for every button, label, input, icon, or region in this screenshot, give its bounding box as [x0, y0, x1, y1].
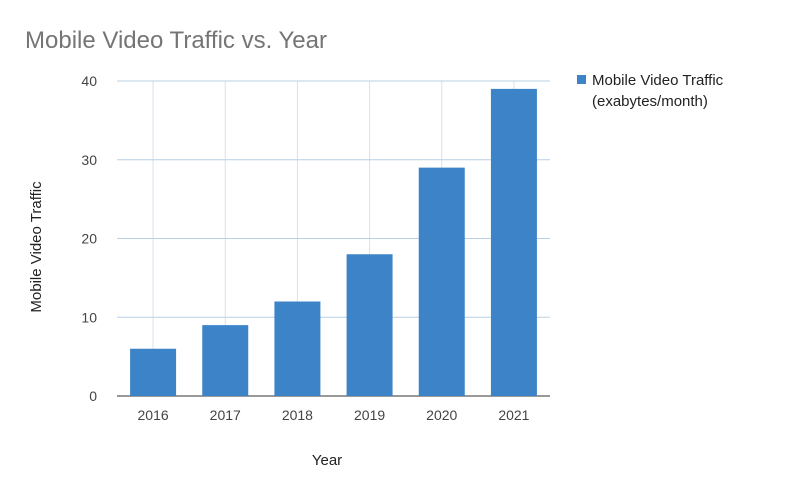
y-tick-label: 40: [81, 73, 97, 89]
y-tick-label: 20: [81, 231, 97, 247]
legend-swatch: [577, 75, 586, 84]
legend-label-line-2: (exabytes/month): [592, 93, 708, 110]
bar-2016: [130, 348, 177, 396]
gridlines: [117, 80, 550, 397]
bar-2017: [202, 325, 249, 396]
y-axis-ticks: 0 10 20 30 40: [81, 73, 97, 404]
x-axis-ticks: 2016 2017 2018 2019 2020 2021: [138, 407, 530, 423]
bar-2020: [418, 167, 465, 396]
x-tick-label: 2021: [498, 407, 529, 423]
y-tick-label: 10: [81, 309, 97, 325]
bar-2021: [490, 88, 537, 396]
bar-2018: [274, 301, 321, 396]
x-tick-label: 2017: [210, 407, 241, 423]
x-tick-label: 2016: [138, 407, 169, 423]
x-tick-label: 2018: [282, 407, 313, 423]
y-tick-label: 30: [81, 152, 97, 168]
x-tick-label: 2019: [354, 407, 385, 423]
bar-2019: [346, 254, 393, 396]
legend: Mobile Video Traffic (exabytes/month): [577, 72, 724, 110]
x-tick-label: 2020: [426, 407, 457, 423]
y-tick-label: 0: [89, 388, 97, 404]
legend-label-line-1: Mobile Video Traffic: [592, 72, 724, 89]
chart-title: Mobile Video Traffic vs. Year: [25, 27, 327, 54]
bars: [130, 88, 537, 396]
y-axis-label: Mobile Video Traffic: [28, 181, 45, 313]
x-axis-label: Year: [312, 452, 342, 469]
